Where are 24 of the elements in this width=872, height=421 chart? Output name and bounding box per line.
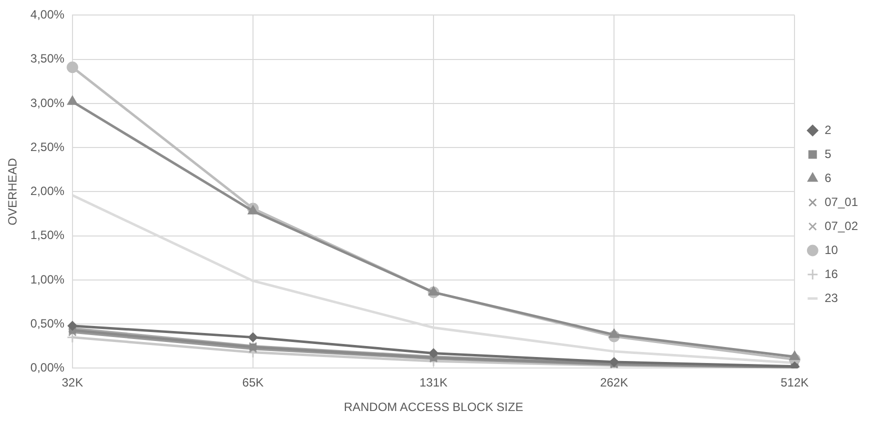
legend-label: 6 <box>824 170 832 185</box>
legend-label: 16 <box>824 266 838 281</box>
y-tick-label: 0,00% <box>30 360 65 375</box>
y-tick-label: 3,00% <box>30 96 65 110</box>
legend-label: 07_01 <box>824 194 858 209</box>
y-tick-label: 1,00% <box>30 272 65 286</box>
y-tick-label: 3,50% <box>30 52 65 66</box>
legend-label: 07_02 <box>824 218 858 233</box>
y-axis-title: OVERHEAD <box>6 158 20 226</box>
x-tick-label: 32K <box>62 376 84 390</box>
x-tick-label: 65K <box>242 376 264 390</box>
legend-label: 5 <box>824 146 832 161</box>
x-tick-label: 262K <box>600 376 628 390</box>
x-tick-label: 512K <box>780 376 809 390</box>
legend-label: 2 <box>824 122 832 137</box>
x-tick-label: 131K <box>420 376 448 390</box>
y-tick-label: 2,00% <box>30 184 65 198</box>
legend-label: 10 <box>824 242 838 257</box>
legend-label: 23 <box>824 290 838 305</box>
x-axis-title: RANDOM ACCESS BLOCK SIZE <box>344 400 524 414</box>
y-tick-label: 2,50% <box>30 140 65 154</box>
y-tick-label: 0,50% <box>30 316 65 330</box>
y-tick-label: 1,50% <box>30 228 65 242</box>
y-tick-label: 4,00% <box>30 8 65 22</box>
